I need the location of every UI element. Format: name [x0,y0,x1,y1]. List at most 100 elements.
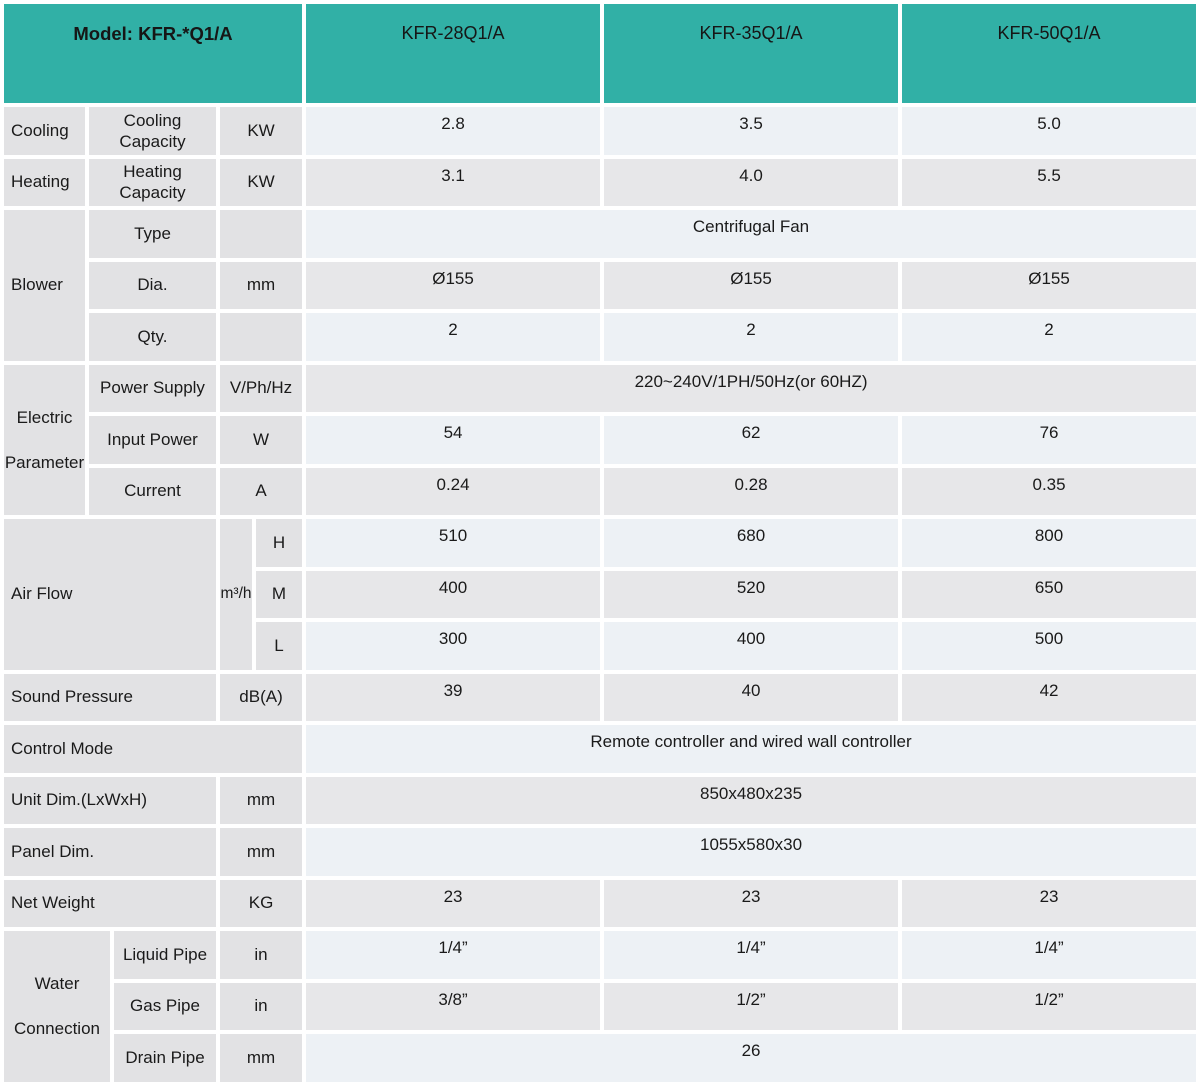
blower-type-label: Type [89,210,216,258]
heating-capacity-label: Heating Capacity [89,158,216,206]
row-gas-pipe: Gas Pipe in 3/8” 1/2” 1/2” [4,982,1197,1030]
column-header-kfr50: KFR-50Q1/A [902,4,1197,103]
airflow-grade-m: M [256,570,303,618]
sound-pressure-value-kfr35: 40 [604,673,899,721]
liquid-pipe-unit: in [220,931,303,979]
current-label: Current [89,467,216,515]
heating-value-kfr50: 5.5 [902,158,1197,206]
row-cooling: Cooling Cooling Capacity KW 2.8 3.5 5.0 [4,107,1197,155]
row-liquid-pipe: Water Connection Liquid Pipe in 1/4” 1/4… [4,931,1197,1082]
panel-dim-unit: mm [220,828,303,876]
airflow-grade-l: L [256,622,303,670]
row-unit-dim: Unit Dim.(LxWxH) mm 850x480x235 [4,776,1197,824]
drain-pipe-unit: mm [220,1034,303,1082]
unit-dim-label: Unit Dim.(LxWxH) [4,776,216,824]
input-power-value-kfr28: 54 [306,416,601,464]
current-value-kfr28: 0.24 [306,467,601,515]
row-airflow-low: L 300 400 500 [4,622,1197,670]
blower-group-label: Blower [4,210,85,361]
input-power-value-kfr35: 62 [604,416,899,464]
gas-pipe-value-kfr35: 1/2” [604,982,899,1030]
blower-qty-unit [220,313,303,361]
net-weight-label: Net Weight [4,879,216,927]
panel-dim-value: 1055x580x30 [306,828,1197,876]
cooling-value-kfr50: 5.0 [902,107,1197,155]
row-current: Current A 0.24 0.28 0.35 [4,467,1197,515]
current-value-kfr35: 0.28 [604,467,899,515]
input-power-label: Input Power [89,416,216,464]
airflow-l-value-kfr50: 500 [902,622,1197,670]
airflow-h-value-kfr35: 680 [604,519,899,567]
airflow-unit: m³/h [220,519,252,670]
net-weight-unit: KG [220,879,303,927]
airflow-m-value-kfr35: 520 [604,570,899,618]
gas-pipe-label: Gas Pipe [114,982,216,1030]
blower-dia-value-kfr28: Ø155 [306,261,601,309]
liquid-pipe-value-kfr28: 1/4” [306,931,601,979]
net-weight-value-kfr35: 23 [604,879,899,927]
cooling-value-kfr28: 2.8 [306,107,601,155]
airflow-h-value-kfr28: 510 [306,519,601,567]
sound-pressure-value-kfr28: 39 [306,673,601,721]
power-supply-label: Power Supply [89,364,216,412]
airflow-group-label: Air Flow [4,519,216,670]
net-weight-value-kfr28: 23 [306,879,601,927]
row-airflow-high: Air Flow m³/h H 510 680 800 [4,519,1197,670]
airflow-grade-h: H [256,519,303,567]
sound-pressure-unit: dB(A) [220,673,303,721]
power-supply-value: 220~240V/1PH/50Hz(or 60HZ) [306,364,1197,412]
drain-pipe-value: 26 [306,1034,1197,1082]
cooling-capacity-label: Cooling Capacity [89,107,216,155]
row-blower-qty: Qty. 2 2 2 [4,313,1197,361]
panel-dim-label: Panel Dim. [4,828,216,876]
row-power-supply: Electric Parameter Power Supply V/Ph/Hz … [4,364,1197,515]
model-header-cell: Model: KFR-*Q1/A [4,4,303,103]
gas-pipe-value-kfr28: 3/8” [306,982,601,1030]
cooling-value-kfr35: 3.5 [604,107,899,155]
drain-pipe-label: Drain Pipe [114,1034,216,1082]
row-panel-dim: Panel Dim. mm 1055x580x30 [4,828,1197,876]
blower-dia-value-kfr50: Ø155 [902,261,1197,309]
row-heating: Heating Heating Capacity KW 3.1 4.0 5.5 [4,158,1197,206]
liquid-pipe-value-kfr35: 1/4” [604,931,899,979]
airflow-m-value-kfr28: 400 [306,570,601,618]
blower-dia-value-kfr35: Ø155 [604,261,899,309]
row-blower-dia: Dia. mm Ø155 Ø155 Ø155 [4,261,1197,309]
blower-qty-value-kfr35: 2 [604,313,899,361]
row-blower-type: Blower Type Centrifugal Fan [4,210,1197,361]
airflow-l-value-kfr28: 300 [306,622,601,670]
cooling-group-label: Cooling [4,107,85,155]
row-drain-pipe: Drain Pipe mm 26 [4,1034,1197,1082]
row-input-power: Input Power W 54 62 76 [4,416,1197,464]
blower-dia-unit: mm [220,261,303,309]
electric-group-label: Electric Parameter [4,364,85,515]
unit-dim-value: 850x480x235 [306,776,1197,824]
blower-qty-value-kfr28: 2 [306,313,601,361]
column-header-kfr28: KFR-28Q1/A [306,4,601,103]
blower-dia-label: Dia. [89,261,216,309]
input-power-value-kfr50: 76 [902,416,1197,464]
airflow-h-value-kfr50: 800 [902,519,1197,567]
liquid-pipe-value-kfr50: 1/4” [902,931,1197,979]
row-control-mode: Control Mode Remote controller and wired… [4,725,1197,773]
airflow-m-value-kfr50: 650 [902,570,1197,618]
control-mode-label: Control Mode [4,725,303,773]
gas-pipe-unit: in [220,982,303,1030]
column-header-kfr35: KFR-35Q1/A [604,4,899,103]
gas-pipe-value-kfr50: 1/2” [902,982,1197,1030]
cooling-unit: KW [220,107,303,155]
liquid-pipe-label: Liquid Pipe [114,931,216,979]
row-airflow-mid: M 400 520 650 [4,570,1197,618]
airflow-l-value-kfr35: 400 [604,622,899,670]
heating-group-label: Heating [4,158,85,206]
unit-dim-unit: mm [220,776,303,824]
heating-value-kfr35: 4.0 [604,158,899,206]
current-value-kfr50: 0.35 [902,467,1197,515]
power-supply-unit: V/Ph/Hz [220,364,303,412]
input-power-unit: W [220,416,303,464]
heating-unit: KW [220,158,303,206]
water-connection-group-label: Water Connection [4,931,110,1082]
sound-pressure-label: Sound Pressure [4,673,216,721]
row-sound-pressure: Sound Pressure dB(A) 39 40 42 [4,673,1197,721]
